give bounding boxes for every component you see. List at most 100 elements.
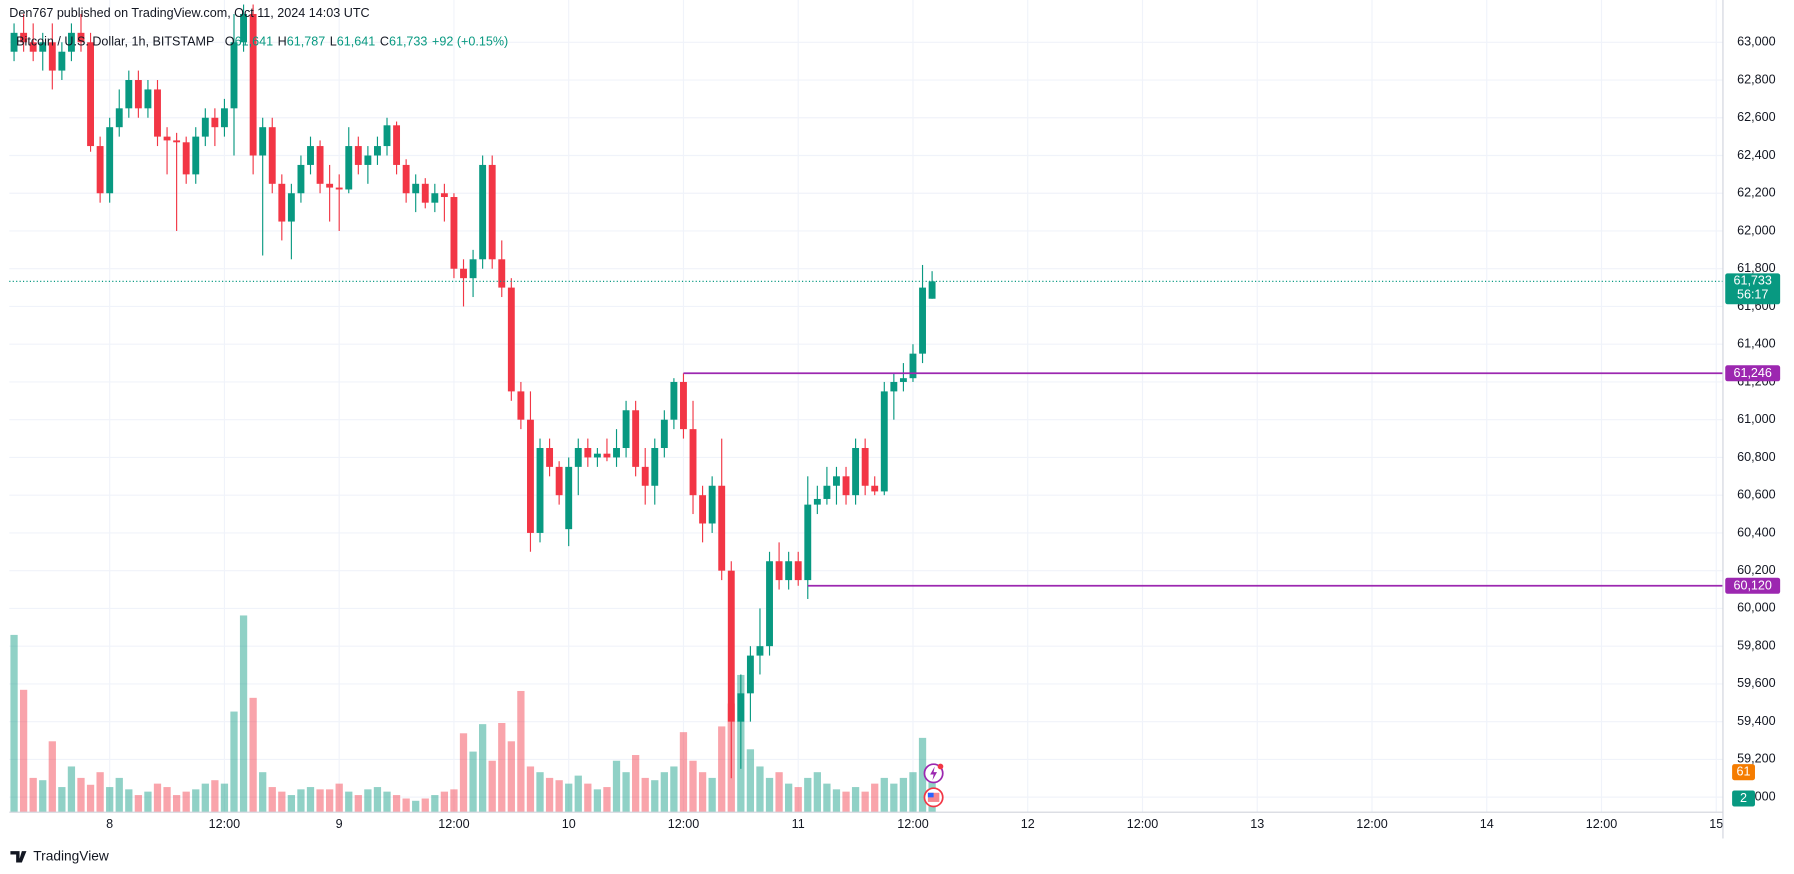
volume-bar: [488, 760, 496, 813]
x-tick-label: 11: [792, 817, 805, 831]
x-tick-label: 8: [106, 817, 113, 831]
volume-bar: [517, 690, 525, 813]
candle-body: [660, 419, 668, 449]
candle-body: [450, 197, 458, 269]
volume-bar: [746, 749, 755, 813]
volume-bar: [134, 795, 143, 813]
level-badge: [1725, 365, 1781, 382]
candle-body: [813, 498, 821, 505]
candles: [10, 4, 936, 779]
volume-bar: [890, 783, 898, 813]
y-tick-label: 60,000: [1737, 601, 1775, 615]
candle-body: [823, 485, 831, 499]
candle-body: [58, 51, 66, 71]
volume-bar: [775, 772, 783, 813]
candle-body: [766, 561, 773, 647]
candle-body: [354, 146, 362, 165]
candle-body: [67, 32, 75, 52]
volume-bar: [670, 766, 678, 813]
candle-body: [316, 146, 324, 184]
legend-change: +92 (+0.15%): [432, 35, 508, 49]
volume-bar: [612, 760, 621, 813]
volume-bar: [679, 732, 688, 813]
candle-body: [593, 453, 601, 458]
candle-body: [861, 448, 869, 486]
volume-bar: [163, 787, 171, 813]
volume-pane: [10, 615, 936, 813]
candle-body: [794, 561, 802, 581]
volume-bar: [325, 789, 334, 813]
candle-body: [603, 453, 611, 458]
volume-bar: [211, 780, 219, 813]
volume-bar: [689, 760, 697, 813]
candle-body: [890, 381, 898, 392]
volume-bar: [392, 795, 401, 813]
candle-body: [383, 125, 391, 147]
candle-body: [737, 693, 745, 722]
candle-body: [507, 287, 515, 392]
pane-badge-label: 61: [1737, 765, 1751, 779]
last-price-badge: [1725, 273, 1781, 305]
brand-logo: TradingView: [10, 848, 109, 863]
candle-body: [498, 259, 506, 288]
volume-bar: [19, 689, 28, 813]
candle-body: [899, 378, 907, 382]
volume-bar: [153, 783, 162, 813]
candle-body: [928, 281, 936, 299]
candle-body: [77, 32, 85, 43]
volume-bar: [29, 777, 37, 813]
y-tick-label: 61,400: [1737, 337, 1775, 351]
candle-body: [106, 127, 114, 194]
candle-body: [364, 155, 372, 165]
volume-bar: [364, 789, 372, 813]
legend-key: L: [330, 35, 337, 49]
volume-bar: [230, 711, 238, 813]
volume-bar: [10, 634, 18, 813]
volume-bar: [813, 772, 821, 813]
volume-bar: [287, 795, 296, 813]
x-tick-label: 13: [1250, 817, 1264, 831]
pane-badge-label: 2: [1740, 791, 1747, 805]
candle-body: [39, 42, 47, 52]
volume-bar: [785, 783, 793, 813]
candle-body: [393, 125, 401, 165]
volume-bar: [259, 772, 267, 813]
candle-body: [574, 448, 582, 467]
candle-body: [182, 142, 190, 175]
volume-bar: [192, 789, 200, 813]
volume-bar: [842, 791, 850, 813]
candle-body: [335, 187, 343, 190]
y-tick-label: 60,600: [1737, 488, 1775, 502]
volume-bar: [373, 787, 382, 813]
volume-bar: [144, 791, 152, 813]
y-tick-label: 61,000: [1737, 412, 1775, 426]
volume-bar: [632, 755, 640, 813]
symbol: Bitcoin / U.S. Dollar, 1h, BITSTAMP: [16, 35, 214, 49]
volume-bar: [584, 783, 592, 813]
level-label: 60,120: [1733, 579, 1771, 593]
x-tick-label: 12: [1021, 817, 1035, 831]
x-tick-label: 10: [562, 817, 576, 831]
candle-body: [479, 164, 487, 260]
x-tick-label: 12:00: [438, 817, 469, 831]
y-tick-label: 60,800: [1737, 450, 1775, 464]
candle-body: [641, 466, 649, 486]
candle-body: [622, 410, 630, 449]
x-tick-label: 12:00: [1586, 817, 1617, 831]
level-badge: [1725, 577, 1781, 594]
volume-bar: [306, 787, 315, 813]
candle-body: [613, 448, 620, 458]
candle-body: [842, 476, 850, 496]
volume-bar: [48, 741, 56, 813]
grid: 59,00059,20059,40059,60059,80060,00060,2…: [9, 0, 1776, 831]
candle-body: [154, 89, 161, 137]
volume-bar: [421, 798, 429, 813]
candle-body: [29, 42, 37, 52]
volume-bar: [555, 780, 563, 813]
x-tick-label: 9: [336, 817, 343, 831]
volume-bar: [249, 697, 257, 813]
volume-bar: [67, 766, 76, 813]
candle-body: [756, 646, 764, 656]
candle-body: [192, 136, 200, 175]
candle-body: [746, 655, 754, 694]
